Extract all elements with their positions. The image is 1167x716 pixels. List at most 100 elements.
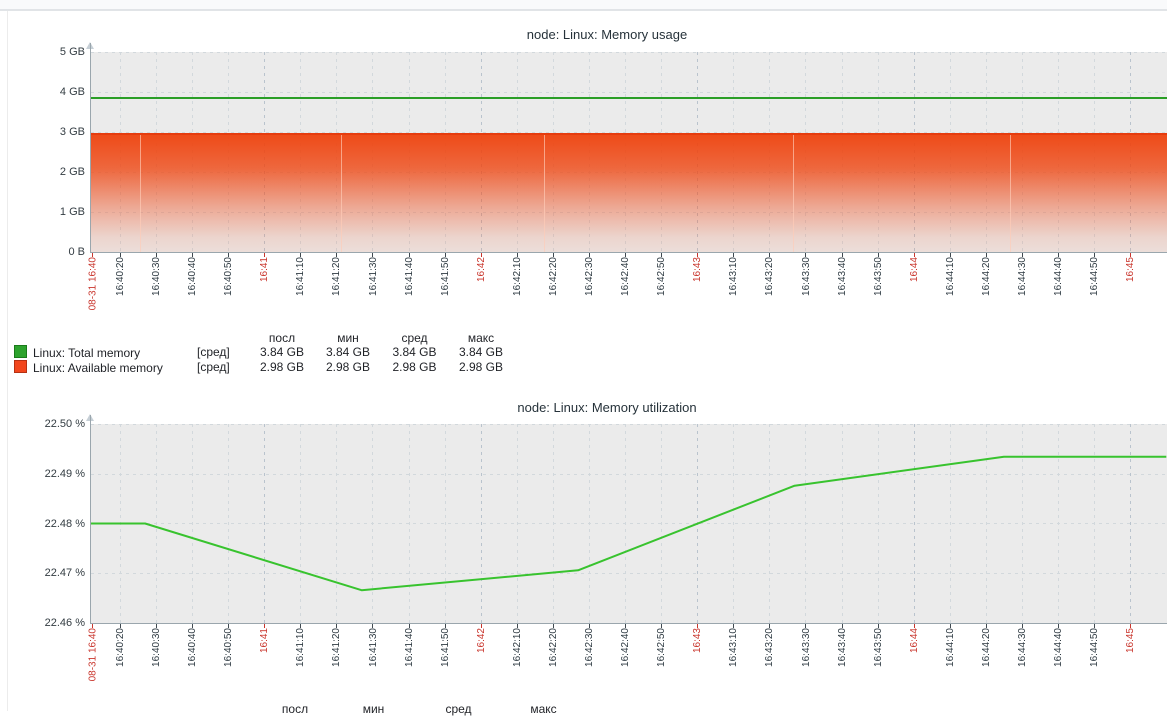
tick-mark	[408, 253, 410, 257]
gridline-h	[91, 132, 1167, 133]
memory-utilization-line	[91, 455, 1167, 592]
x-axis-line	[91, 623, 1167, 624]
legend-header-cell: мин	[362, 702, 385, 716]
legend-header-cell	[14, 331, 197, 345]
tick-mark	[913, 253, 915, 257]
memory-usage-plot-area[interactable]	[91, 52, 1167, 252]
x-tick-label-text: 16:43:50	[872, 628, 884, 667]
x-tick-label-text: 16:43:20	[764, 628, 776, 667]
y-axis-label: 0 B	[68, 246, 85, 258]
tick-mark	[264, 253, 266, 257]
tick-mark	[192, 624, 194, 628]
tick-mark	[1130, 253, 1132, 257]
x-tick-label-text: 08-31 16:40	[87, 257, 98, 311]
x-tick-label-text: 16:41:10	[295, 257, 307, 296]
tick-mark	[516, 253, 518, 257]
gridline-v	[336, 424, 338, 623]
tick-mark	[1058, 624, 1060, 628]
tick-mark	[877, 624, 879, 628]
tick-mark	[192, 253, 194, 257]
tick-mark	[733, 253, 735, 257]
y-axis-label: 22.50 %	[44, 418, 85, 430]
x-tick-label-text: 16:41:20	[331, 628, 343, 667]
legend-value-cell: 2.98 GB	[259, 360, 305, 374]
tick-mark	[119, 624, 121, 628]
x-tick-label-text: 16:44:30	[1016, 257, 1028, 296]
legend-func-cell: [сред]	[197, 345, 230, 359]
x-tick-label-text: 16:42:30	[583, 257, 595, 296]
x-tick-label-text: 16:43:30	[800, 628, 812, 667]
tick-mark	[336, 253, 338, 257]
x-tick-label-text: 16:44	[908, 257, 920, 283]
legend-value-cell: 2.98 GB	[458, 360, 504, 374]
memory-utilization-plot-area[interactable]	[91, 424, 1167, 623]
tick-mark	[625, 253, 627, 257]
tick-mark	[1130, 624, 1132, 628]
tick-mark	[552, 624, 554, 628]
legend-value-cell: 2.98 GB	[325, 360, 371, 374]
x-tick-label-text: 16:43:30	[800, 257, 812, 296]
gridline-v	[264, 424, 266, 623]
legend-series-name: Linux: Total memory	[33, 346, 141, 360]
legend-header-cell: сред	[445, 702, 472, 716]
gridline-h	[91, 52, 1167, 53]
x-tick-label-text: 16:42:10	[511, 257, 523, 296]
x-tick-label-text: 16:40:40	[187, 257, 199, 296]
legend-header-cell: сред	[401, 331, 428, 345]
tick-mark	[805, 624, 807, 628]
x-tick-label-text: 16:43:50	[872, 257, 884, 296]
tick-mark	[228, 253, 230, 257]
legend-value-cell: 2.98 GB	[392, 360, 437, 374]
y-axis-label: 5 GB	[59, 46, 85, 58]
gridline-v	[372, 424, 374, 623]
gridline-v	[625, 424, 627, 623]
tick-mark	[588, 624, 590, 628]
legend-swatch	[14, 345, 27, 358]
gridline-v	[949, 424, 951, 623]
x-tick-label-text: 16:44:10	[944, 257, 956, 296]
tick-mark	[1021, 253, 1023, 257]
y-axis-label: 22.49 %	[44, 467, 85, 480]
y-axis-arrow-icon	[86, 414, 94, 421]
x-tick-label-text: 16:43:10	[728, 628, 740, 667]
gridline-h	[91, 573, 1167, 574]
x-tick-label-text: 16:42:30	[583, 628, 595, 667]
tick-mark	[155, 253, 157, 257]
tick-mark	[444, 624, 446, 628]
x-tick-label-text: 16:41:10	[295, 628, 307, 667]
tick-mark	[1021, 624, 1023, 628]
tick-mark	[552, 253, 554, 257]
x-tick-label-text: 16:43:10	[728, 257, 740, 296]
x-tick-label-text: 16:42:20	[547, 257, 559, 296]
tick-mark	[516, 624, 518, 628]
x-tick-label-text: 16:41:50	[439, 257, 451, 296]
x-tick-label-text: 16:44:20	[980, 257, 992, 296]
gridline-h	[91, 424, 1167, 425]
y-axis-arrow-icon	[86, 42, 94, 49]
tick-mark	[733, 624, 735, 628]
x-tick-label-text: 16:41:40	[403, 257, 415, 296]
gridline-v	[805, 424, 807, 623]
y-axis-label: 2 GB	[59, 166, 85, 178]
total-memory-line	[91, 97, 1167, 100]
gridline-h	[91, 474, 1167, 475]
x-tick-label-text: 16:44:50	[1089, 257, 1101, 296]
tick-mark	[841, 624, 843, 628]
x-tick-label-text: 16:41:20	[331, 257, 343, 296]
gridline-v	[661, 424, 663, 623]
tick-mark	[92, 253, 93, 257]
legend-header-cell: мин	[337, 331, 359, 345]
gradient-seam	[1010, 134, 1011, 252]
gradient-seam	[544, 134, 545, 252]
gridline-v	[155, 424, 157, 623]
tick-mark	[300, 253, 302, 257]
y-axis-label: 22.46 %	[44, 617, 85, 629]
gridline-v	[444, 424, 446, 623]
x-tick-label-text: 16:44:30	[1016, 628, 1028, 667]
gridline-v	[769, 424, 771, 623]
x-tick-label-text: 16:40:30	[150, 628, 162, 667]
tick-mark	[264, 624, 266, 628]
gridline-v	[1021, 424, 1023, 623]
x-tick-label-text: 08-31 16:40	[87, 628, 98, 682]
tick-mark	[625, 624, 627, 628]
